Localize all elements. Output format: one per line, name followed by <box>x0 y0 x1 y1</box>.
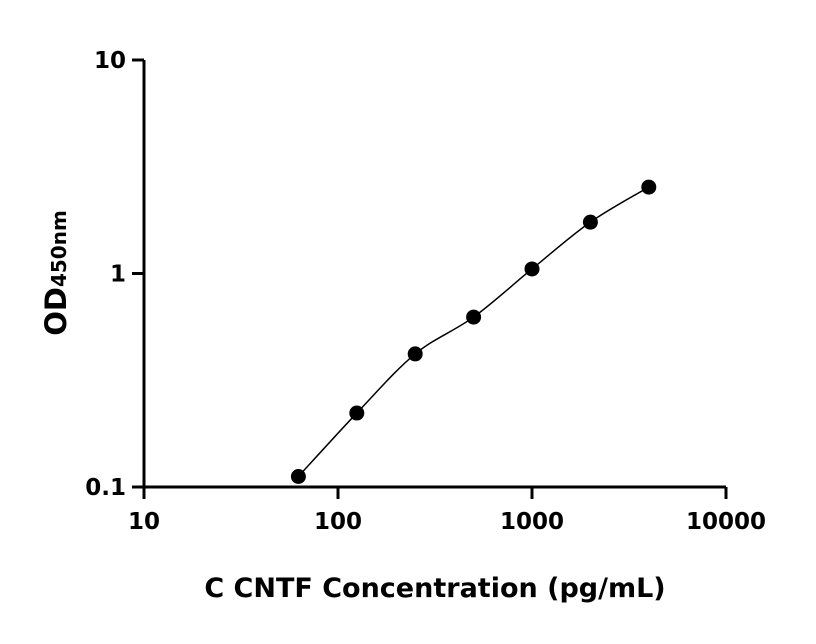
data-point <box>524 261 540 277</box>
y-axis-label-subscript: 450nm <box>47 210 71 287</box>
data-points <box>290 179 657 484</box>
data-point <box>641 179 657 195</box>
x-tick-label: 10 <box>128 509 160 535</box>
data-point <box>407 346 423 362</box>
data-point <box>349 405 365 421</box>
y-tick-label: 1 <box>110 262 126 288</box>
data-point <box>582 214 598 230</box>
x-tick-label: 10000 <box>686 509 766 535</box>
x-axis-label: C CNTF Concentration (pg/mL) <box>204 573 665 604</box>
x-tick-label: 100 <box>314 509 362 535</box>
fit-curve <box>297 186 650 477</box>
axes: 10 100 1000 10000 0.1 1 10 <box>85 48 766 535</box>
y-axis-label-main: OD <box>39 287 73 336</box>
y-axis-label: OD450nm <box>39 210 73 336</box>
y-tick-label: 0.1 <box>85 475 126 501</box>
y-tick-label: 10 <box>94 48 126 74</box>
data-point <box>290 468 306 484</box>
x-tick-label: 1000 <box>500 509 564 535</box>
data-point <box>466 309 482 325</box>
